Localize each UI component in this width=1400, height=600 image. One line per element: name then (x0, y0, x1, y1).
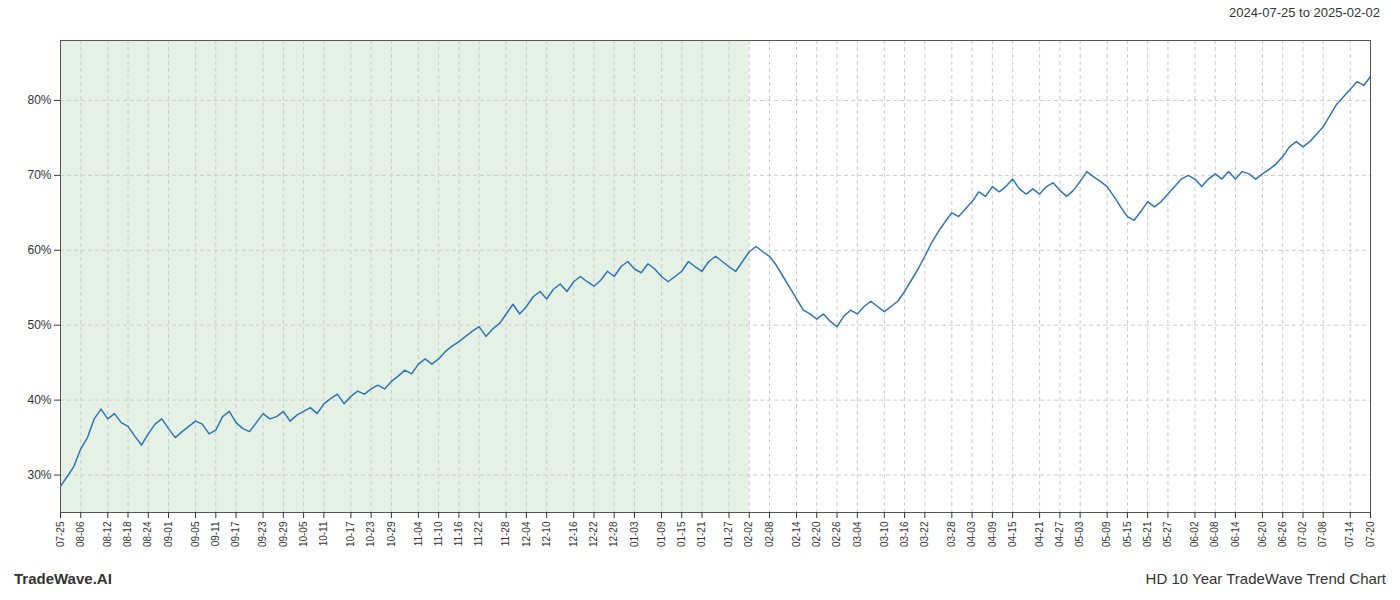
svg-text:08-24: 08-24 (142, 521, 153, 547)
svg-text:02-14: 02-14 (791, 521, 802, 547)
svg-text:04-09: 04-09 (987, 521, 998, 547)
svg-text:01-15: 01-15 (676, 521, 687, 547)
svg-text:10-29: 10-29 (386, 521, 397, 547)
svg-text:10-05: 10-05 (298, 521, 309, 547)
svg-text:05-09: 05-09 (1101, 521, 1112, 547)
svg-text:07-20: 07-20 (1365, 521, 1376, 547)
svg-text:06-26: 06-26 (1277, 521, 1288, 547)
svg-text:07-08: 07-08 (1317, 521, 1328, 547)
svg-text:05-27: 05-27 (1162, 521, 1173, 547)
svg-text:05-21: 05-21 (1142, 521, 1153, 547)
svg-text:06-20: 06-20 (1257, 521, 1268, 547)
html-text:2024-07-25 to 2025-02-02: 2024-07-25 to 2025-02-02 (1228, 4, 1380, 20)
svg-text:10-23: 10-23 (365, 521, 376, 547)
svg-text:12-28: 12-28 (608, 521, 619, 547)
svg-text:04-27: 04-27 (1054, 521, 1065, 547)
svg-text:10-17: 10-17 (345, 521, 356, 547)
svg-text:04-21: 04-21 (1034, 521, 1045, 547)
svg-text:03-22: 03-22 (919, 521, 930, 547)
svg-text:08-12: 08-12 (102, 521, 113, 547)
svg-text:11-16: 11-16 (453, 521, 464, 546)
svg-text:12-10: 12-10 (541, 521, 552, 547)
svg-text:06-08: 06-08 (1209, 521, 1220, 547)
svg-text:08-18: 08-18 (122, 521, 133, 547)
svg-text:60%: 60% (27, 243, 51, 257)
svg-text:09-29: 09-29 (278, 521, 289, 547)
svg-text:04-03: 04-03 (966, 521, 977, 547)
svg-text:06-02: 06-02 (1189, 521, 1200, 547)
svg-text:05-15: 05-15 (1122, 521, 1133, 547)
svg-text:07-02: 07-02 (1297, 521, 1308, 547)
svg-text:09-17: 09-17 (230, 521, 241, 547)
svg-text:06-14: 06-14 (1230, 521, 1241, 547)
svg-text:80%: 80% (27, 93, 51, 107)
svg-text:11-04: 11-04 (413, 521, 424, 546)
svg-text:03-16: 03-16 (899, 521, 910, 547)
svg-text:40%: 40% (27, 393, 51, 407)
svg-text:11-28: 11-28 (500, 521, 511, 546)
svg-text:11-22: 11-22 (473, 521, 484, 546)
svg-text:09-23: 09-23 (257, 521, 268, 547)
svg-text:02-20: 02-20 (811, 521, 822, 547)
svg-text:03-04: 03-04 (852, 521, 863, 547)
svg-text:07-25: 07-25 (55, 521, 66, 547)
svg-text:30%: 30% (27, 468, 51, 482)
svg-text:01-21: 01-21 (696, 521, 707, 547)
svg-text:02-26: 02-26 (831, 521, 842, 547)
html-text:TradeWave.AI: TradeWave.AI (14, 569, 112, 587)
svg-text:07-14: 07-14 (1344, 521, 1355, 547)
svg-text:03-10: 03-10 (879, 521, 890, 547)
svg-text:02-08: 02-08 (764, 521, 775, 547)
svg-text:08-06: 08-06 (75, 521, 86, 547)
svg-text:70%: 70% (27, 168, 51, 182)
svg-text:10-11: 10-11 (318, 521, 329, 546)
svg-text:12-04: 12-04 (521, 521, 532, 547)
svg-text:09-05: 09-05 (190, 521, 201, 547)
svg-text:04-15: 04-15 (1007, 521, 1018, 547)
svg-text:05-03: 05-03 (1074, 521, 1085, 547)
svg-text:09-11: 09-11 (210, 521, 221, 546)
svg-text:12-22: 12-22 (588, 521, 599, 547)
svg-text:50%: 50% (27, 318, 51, 332)
svg-text:09-01: 09-01 (163, 521, 174, 547)
svg-text:01-03: 01-03 (629, 521, 640, 547)
svg-text:03-28: 03-28 (946, 521, 957, 547)
svg-text:01-27: 01-27 (723, 521, 734, 547)
svg-text:01-09: 01-09 (656, 521, 667, 547)
html-text:HD 10 Year TradeWave Trend Cha: HD 10 Year TradeWave Trend Chart (1145, 569, 1386, 587)
svg-text:12-16: 12-16 (568, 521, 579, 547)
svg-text:11-10: 11-10 (433, 521, 444, 546)
svg-text:02-02: 02-02 (743, 521, 754, 547)
